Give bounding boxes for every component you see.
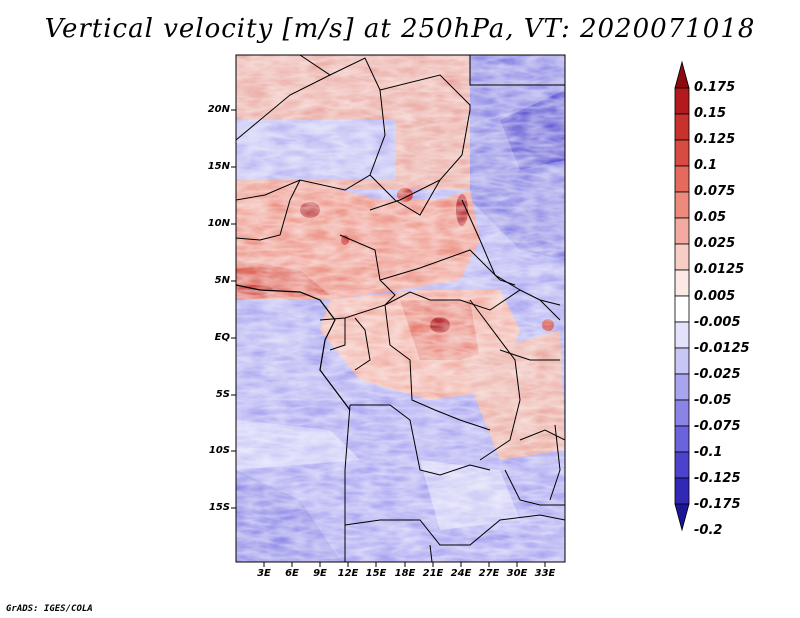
map-frame: [235, 54, 566, 563]
lon-label-6e: 6E: [285, 568, 299, 579]
colorbar-segment: [674, 373, 690, 401]
colorbar-label: 0.075: [694, 184, 736, 199]
colorbar-label: 0.15: [694, 106, 727, 121]
lon-label-12e: 12E: [337, 568, 359, 579]
lat-label-eq: EQ: [214, 332, 230, 343]
colorbar-label: 0.125: [694, 132, 736, 147]
latitude-ticks: [231, 109, 236, 509]
colorbar-label: -0.0125: [694, 341, 750, 356]
colorbar-segment: [674, 347, 690, 375]
colorbar-segment: [674, 217, 690, 245]
country-borders: [236, 55, 565, 562]
longitude-ticks: [263, 562, 546, 567]
colorbar-segment: [674, 269, 690, 297]
colorbar-segment: [674, 425, 690, 453]
colorbar-label: -0.075: [694, 419, 741, 434]
colorbar-segment: [674, 113, 690, 141]
lat-label-10s: 10S: [208, 445, 230, 456]
coastline: [236, 284, 351, 411]
colorbar-segment: [674, 451, 690, 479]
colorbar-label: -0.175: [694, 497, 741, 512]
colorbar-label: 0.1: [694, 158, 718, 173]
colorbar: [674, 60, 690, 532]
colorbar-label: 0.175: [694, 80, 736, 95]
colorbar-segment: [674, 165, 690, 193]
lon-label-21e: 21E: [422, 568, 444, 579]
credit-text: GrADS: IGES/COLA: [6, 604, 93, 614]
lat-label-10n: 10N: [207, 218, 230, 229]
colorbar-segment: [674, 87, 690, 115]
lon-label-15e: 15E: [365, 568, 387, 579]
lat-label-15s: 15S: [208, 502, 230, 513]
lat-label-5s: 5S: [215, 389, 230, 400]
colorbar-label: -0.125: [694, 471, 741, 486]
lon-label-33e: 33E: [534, 568, 556, 579]
colorbar-segment: [674, 139, 690, 167]
colorbar-segment: [674, 243, 690, 271]
lon-label-18e: 18E: [394, 568, 416, 579]
lon-label-9e: 9E: [313, 568, 327, 579]
colorbar-segment: [674, 399, 690, 427]
map-field: [236, 55, 565, 562]
colorbar-top-arrow: [674, 60, 690, 89]
lon-label-27e: 27E: [478, 568, 500, 579]
colorbar-label: -0.2: [694, 523, 723, 538]
lat-label-20n: 20N: [207, 104, 230, 115]
lon-label-3e: 3E: [257, 568, 271, 579]
lon-label-24e: 24E: [450, 568, 472, 579]
colorbar-segment: [674, 191, 690, 219]
colorbar-bottom-arrow: [674, 503, 690, 532]
colorbar-label: -0.025: [694, 367, 741, 382]
colorbar-segment: [674, 321, 690, 349]
lon-label-30e: 30E: [506, 568, 528, 579]
colorbar-label: 0.025: [694, 236, 736, 251]
lat-label-15n: 15N: [207, 161, 230, 172]
colorbar-segment: [674, 295, 690, 323]
colorbar-label: 0.05: [694, 210, 727, 225]
colorbar-label: -0.1: [694, 445, 723, 460]
colorbar-segment: [674, 477, 690, 505]
colorbar-label: -0.005: [694, 315, 741, 330]
colorbar-label: 0.0125: [694, 262, 745, 277]
colorbar-label: 0.005: [694, 289, 736, 304]
colorbar-label: -0.05: [694, 393, 732, 408]
plot-title: Vertical velocity [m/s] at 250hPa, VT: 2…: [44, 14, 756, 44]
lat-label-5n: 5N: [214, 275, 230, 286]
